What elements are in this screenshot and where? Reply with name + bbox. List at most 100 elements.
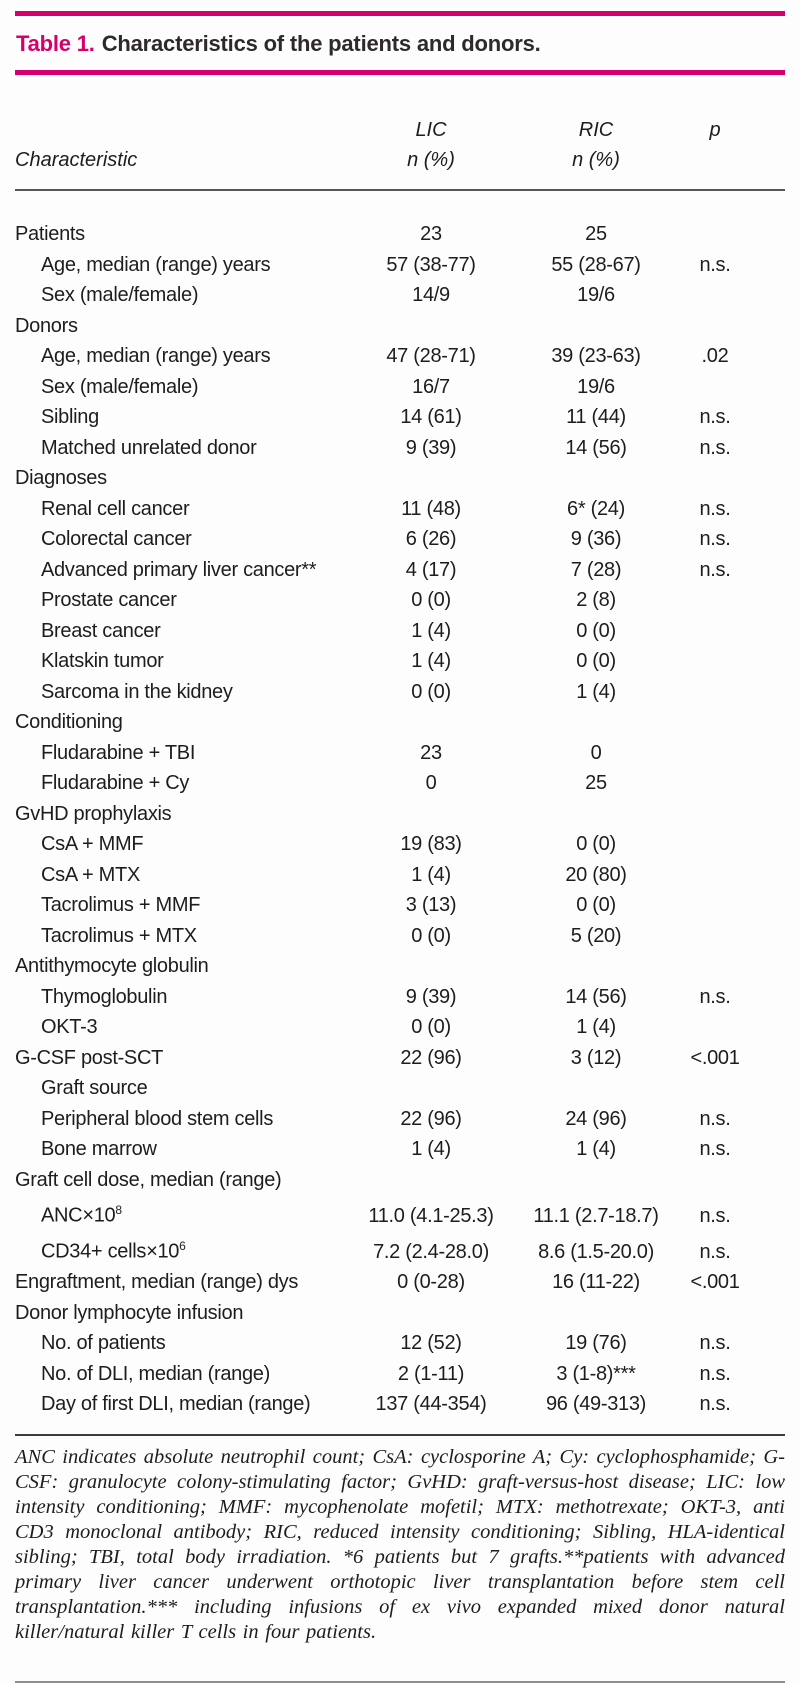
row-ric-value: 19/6: [577, 284, 615, 306]
row-lic-value: 7.2 (2.4-28.0): [373, 1240, 489, 1263]
row-lic-value: 2 (1-11): [397, 1362, 465, 1385]
row-label: OKT-3: [41, 1016, 98, 1038]
header-col-lic: LIC: [415, 119, 447, 141]
table-row: Sibling 14 (61) 11 (44) n.s.: [15, 402, 785, 433]
table-row: Tacrolimus + MMF 3 (13) 0 (0): [15, 890, 785, 921]
table-row: Day of first DLI, median (range) 137 (44…: [15, 1389, 785, 1420]
row-lic-value: 4 (17): [405, 558, 457, 581]
row-label: Donors: [15, 314, 78, 337]
row-ric-value: 1 (4): [576, 1016, 616, 1038]
row-lic-value: 1 (4): [411, 619, 451, 642]
row-lic-value: 9 (39): [405, 436, 457, 459]
row-ric-value: 20 (80): [565, 863, 627, 886]
row-ric-value: 0 (0): [576, 650, 616, 672]
row-ric-value: 3 (12): [570, 1046, 622, 1069]
row-ric-value: 3 (1-8)***: [556, 1362, 636, 1385]
row-lic-value: 19 (83): [400, 833, 462, 855]
row-label: No. of DLI, median (range): [41, 1362, 270, 1385]
row-p-value: n.s.: [699, 497, 731, 520]
row-ric-value: 0: [590, 741, 602, 764]
row-ric-value: 2 (8): [576, 589, 616, 611]
row-p-value: n.s.: [699, 1362, 731, 1385]
row-ric-value: 55 (28-67): [551, 253, 641, 276]
row-p-value: n.s.: [699, 1240, 731, 1263]
row-label: Graft source: [41, 1077, 148, 1099]
table-row: Age, median (range) years 47 (28-71) 39 …: [15, 341, 785, 372]
row-label: Conditioning: [15, 711, 123, 733]
table-title-label: Table 1.: [16, 31, 95, 56]
row-ric-value: 11.1 (2.7-18.7): [533, 1204, 659, 1227]
row-p-value: n.s.: [699, 558, 731, 581]
bottom-rule: [15, 1681, 785, 1683]
row-ric-value: 0 (0): [576, 833, 616, 855]
row-lic-value: 14 (61): [400, 406, 462, 428]
row-label: CD34+ cells×106: [41, 1239, 186, 1263]
table-row: Conditioning: [15, 707, 785, 738]
footnote-top-rule: [15, 1433, 785, 1436]
row-label-superscript: 6: [179, 1239, 186, 1254]
table-row: Renal cell cancer 11 (48) 6* (24) n.s.: [15, 494, 785, 525]
row-p-value: n.s.: [699, 253, 731, 276]
table-title: Table 1. Characteristics of the patients …: [15, 16, 785, 70]
table-row: GvHD prophylaxis: [15, 799, 785, 830]
header-col-p: p: [709, 119, 721, 141]
table-header-row-1: LIC RIC p: [15, 115, 785, 145]
row-label: Age, median (range) years: [41, 345, 271, 367]
row-p-value: n.s.: [699, 1204, 731, 1227]
row-label: Donor lymphocyte infusion: [15, 1301, 244, 1324]
row-ric-value: 5 (20): [570, 924, 622, 947]
row-label: Bone marrow: [41, 1138, 157, 1160]
table-row: OKT-3 0 (0) 1 (4): [15, 1012, 785, 1043]
row-label: Sibling: [41, 406, 99, 428]
row-ric-value: 1 (4): [576, 1138, 616, 1160]
row-label: Engraftment, median (range) dys: [15, 1271, 299, 1294]
row-ric-value: 96 (49-313): [545, 1393, 647, 1416]
table-row: Graft cell dose, median (range): [15, 1165, 785, 1196]
row-lic-value: 57 (38-77): [386, 253, 476, 276]
table-row: CD34+ cells×106 7.2 (2.4-28.0) 8.6 (1.5-…: [15, 1231, 785, 1267]
row-p-value: n.s.: [699, 1332, 731, 1355]
row-ric-value: 25: [585, 223, 607, 245]
row-lic-value: 12 (52): [400, 1332, 462, 1355]
row-p-value: n.s.: [699, 1107, 731, 1130]
row-p-value: n.s.: [699, 436, 731, 459]
row-label: Fludarabine + Cy: [41, 772, 190, 794]
top-accent-rule: [15, 11, 785, 16]
row-label: Breast cancer: [41, 619, 161, 642]
table-row: Tacrolimus + MTX 0 (0) 5 (20): [15, 921, 785, 952]
header-col-ric-npct: n (%): [572, 149, 620, 171]
table-row: Graft source: [15, 1073, 785, 1104]
row-label: Advanced primary liver cancer**: [41, 558, 317, 581]
row-ric-value: 24 (96): [565, 1107, 627, 1130]
row-label: Graft cell dose, median (range): [15, 1168, 282, 1191]
row-label: Colorectal cancer: [41, 528, 192, 550]
row-label: Patients: [15, 223, 85, 245]
row-lic-value: 23: [420, 223, 442, 245]
row-p-value: <.001: [690, 1271, 740, 1294]
table-row: No. of DLI, median (range) 2 (1-11) 3 (1…: [15, 1359, 785, 1390]
row-p-value: n.s.: [699, 406, 731, 428]
table-header: LIC RIC p Characteristic n (%) n (%): [15, 115, 785, 191]
table-row: No. of patients 12 (52) 19 (76) n.s.: [15, 1328, 785, 1359]
row-lic-value: 0: [425, 772, 437, 794]
table-row: Breast cancer 1 (4) 0 (0): [15, 616, 785, 647]
row-ric-value: 1 (4): [576, 680, 616, 703]
table-row: Bone marrow 1 (4) 1 (4) n.s.: [15, 1134, 785, 1165]
row-label: Renal cell cancer: [41, 497, 190, 520]
title-bottom-accent-rule: [15, 70, 785, 75]
row-lic-value: 137 (44-354): [375, 1393, 487, 1416]
table-row: Thymoglobulin 9 (39) 14 (56) n.s.: [15, 982, 785, 1013]
row-label: Fludarabine + TBI: [41, 741, 196, 764]
row-p-value: .02: [701, 345, 729, 367]
row-label: No. of patients: [41, 1332, 166, 1355]
row-label: Thymoglobulin: [41, 985, 168, 1008]
row-lic-value: 0 (0): [411, 589, 451, 611]
row-lic-value: 6 (26): [405, 528, 457, 550]
row-p-value: n.s.: [699, 528, 731, 550]
row-label: Antithymocyte globulin: [15, 955, 209, 977]
row-ric-value: 6* (24): [567, 497, 625, 520]
row-lic-value: 1 (4): [411, 863, 451, 886]
table-title-text: Characteristics of the patients and dono…: [101, 31, 541, 56]
table-row: Sex (male/female) 14/9 19/6: [15, 280, 785, 311]
footnote-text: ANC indicates absolute neutrophil count;…: [15, 1445, 785, 1643]
